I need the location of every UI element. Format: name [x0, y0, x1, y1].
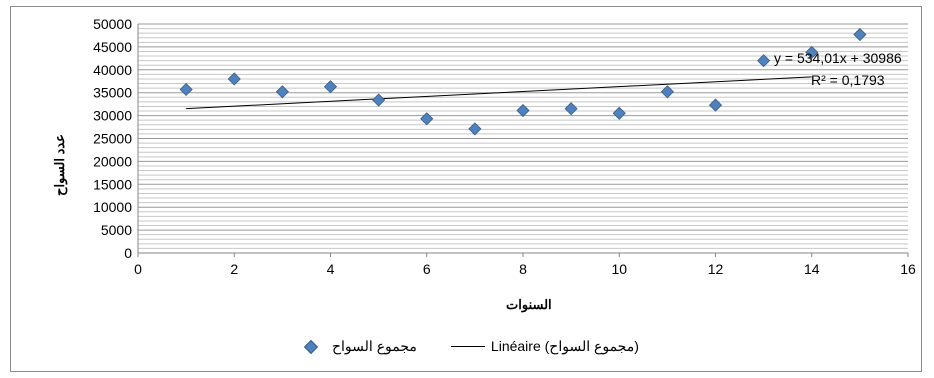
data-point [660, 85, 674, 99]
y-tick-label: 10000 [93, 199, 132, 215]
data-point [468, 122, 482, 136]
data-point [564, 102, 578, 116]
legend-trendline-name: Linéaire (مجموع السواح) [490, 338, 639, 354]
y-tick-label: 30000 [93, 108, 132, 124]
legend-trendline-swatch [450, 346, 485, 347]
y-tick-label: 40000 [93, 62, 132, 78]
y-tick-label: 15000 [93, 176, 132, 192]
y-tick-label: 20000 [93, 153, 132, 169]
data-point [805, 45, 819, 59]
x-tick-label: 2 [230, 261, 238, 277]
x-tick-label: 8 [519, 261, 527, 277]
x-tick-label: 16 [900, 261, 916, 277]
x-tick-label: 12 [708, 261, 724, 277]
x-tick-label: 0 [134, 261, 142, 277]
y-tick-label: 35000 [93, 85, 132, 101]
data-point [420, 112, 434, 126]
chart-frame: 0 5000 10000 15000 20000 25000 30000 35000 40000… [10, 6, 922, 372]
data-point [227, 72, 241, 86]
y-axis-label: عدد السواح [51, 134, 67, 196]
data-point [757, 54, 771, 68]
trendline-r2: R² = 0,1793 [811, 72, 885, 88]
y-tick-label: 0 [124, 245, 132, 261]
x-tick-label: 6 [423, 261, 431, 277]
data-point [612, 106, 626, 120]
x-tick-label: 4 [327, 261, 335, 277]
y-tick-label: 45000 [93, 39, 132, 55]
legend: مجموع السواح Linéaire (مجموع السواح) [303, 338, 639, 355]
data-point [179, 82, 193, 97]
x-tick-label: 14 [804, 261, 820, 277]
legend-diamond-marker-icon [303, 339, 319, 354]
y-tick-label: 25000 [93, 131, 132, 147]
y-tick-label: 50000 [93, 16, 132, 32]
trendline [186, 76, 812, 110]
data-point [323, 80, 338, 94]
data-point [516, 103, 530, 118]
data-point [708, 98, 723, 112]
data-point [275, 85, 289, 99]
data-point [853, 27, 867, 42]
chart-plot: 0 5000 10000 15000 20000 25000 30000 35000 40000… [93, 16, 916, 277]
y-tick-label: 5000 [101, 222, 132, 238]
x-axis-label: السنوات [506, 297, 552, 312]
x-tick-label: 10 [611, 261, 627, 277]
data-point [372, 93, 386, 107]
legend-series-name: مجموع السواح [332, 338, 417, 354]
trendline-equation: y = 534,01x + 30986 [774, 50, 902, 66]
